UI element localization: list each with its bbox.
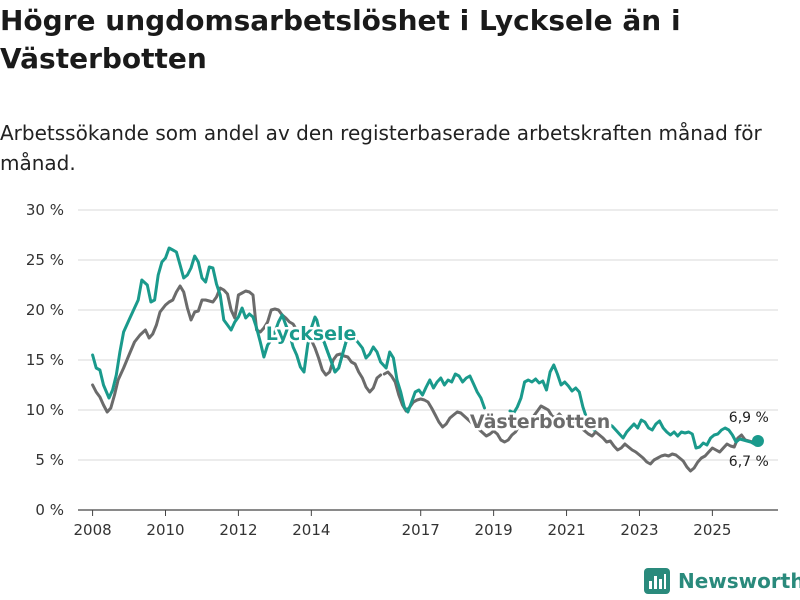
end-label-vasterbotten: 6,7 % <box>729 454 769 470</box>
y-tick-label: 25 % <box>26 251 64 269</box>
x-tick-label: 2019 <box>475 521 513 539</box>
newsworthy-logo-icon <box>644 568 670 594</box>
y-tick-label: 15 % <box>26 351 64 369</box>
series-label-lycksele: Lycksele <box>266 323 357 345</box>
series-line-lycksele-senare- <box>508 363 760 450</box>
x-tick-label: 2008 <box>73 521 111 539</box>
x-tick-label: 2012 <box>219 521 257 539</box>
series-label-lycksele-halo: Lycksele <box>266 323 357 345</box>
y-tick-label: 10 % <box>26 401 64 419</box>
x-axis-ticks: 2008 2010 2012 2014 2017 2019 2021 2023 2025 <box>73 510 731 539</box>
y-axis-ticks: 0 % 5 % 10 % 15 % 20 % 25 % 30 % <box>26 201 64 519</box>
y-tick-label: 0 % <box>35 501 64 519</box>
page-subtitle: Arbetssökande som andel av den registerb… <box>0 121 762 175</box>
series-label-vasterbotten-halo: Västerbotten <box>470 411 610 433</box>
grid-lines <box>78 209 778 511</box>
y-tick-label: 5 % <box>35 451 64 469</box>
y-tick-label: 30 % <box>26 201 64 219</box>
y-tick-label: 20 % <box>26 301 64 319</box>
series-line-lycksele-mitten- <box>318 333 353 374</box>
x-tick-label: 2017 <box>402 521 440 539</box>
brand-logo: Newsworthy <box>644 568 800 594</box>
line-chart: 0 %5 %10 %15 %20 %25 %30 % 2008 2010 2012 2… <box>26 201 778 539</box>
x-tick-label: 2014 <box>292 521 330 539</box>
end-label-lycksele: 6,9 % <box>729 410 769 426</box>
lycksele-end-point <box>751 435 764 447</box>
series-line-västerbotten <box>91 284 310 414</box>
series-labels: LyckseleLyckseleVästerbottenVästerbotten… <box>263 321 769 471</box>
x-tick-label: 2021 <box>547 521 585 539</box>
series-lines <box>91 246 764 473</box>
x-tick-label: 2010 <box>146 521 184 539</box>
series-line-västerbotten-senare- <box>382 370 760 473</box>
x-tick-label: 2025 <box>693 521 731 539</box>
x-tick-label: 2023 <box>620 521 658 539</box>
series-line-västerbotten-mitten- <box>309 338 383 394</box>
series-line-lycksele <box>91 246 486 414</box>
series-label-vasterbotten: Västerbotten <box>470 411 610 433</box>
page-title: Högre ungdomsarbetslöshet i Lycksele än … <box>0 4 681 75</box>
brand-name: Newsworthy <box>678 569 800 593</box>
